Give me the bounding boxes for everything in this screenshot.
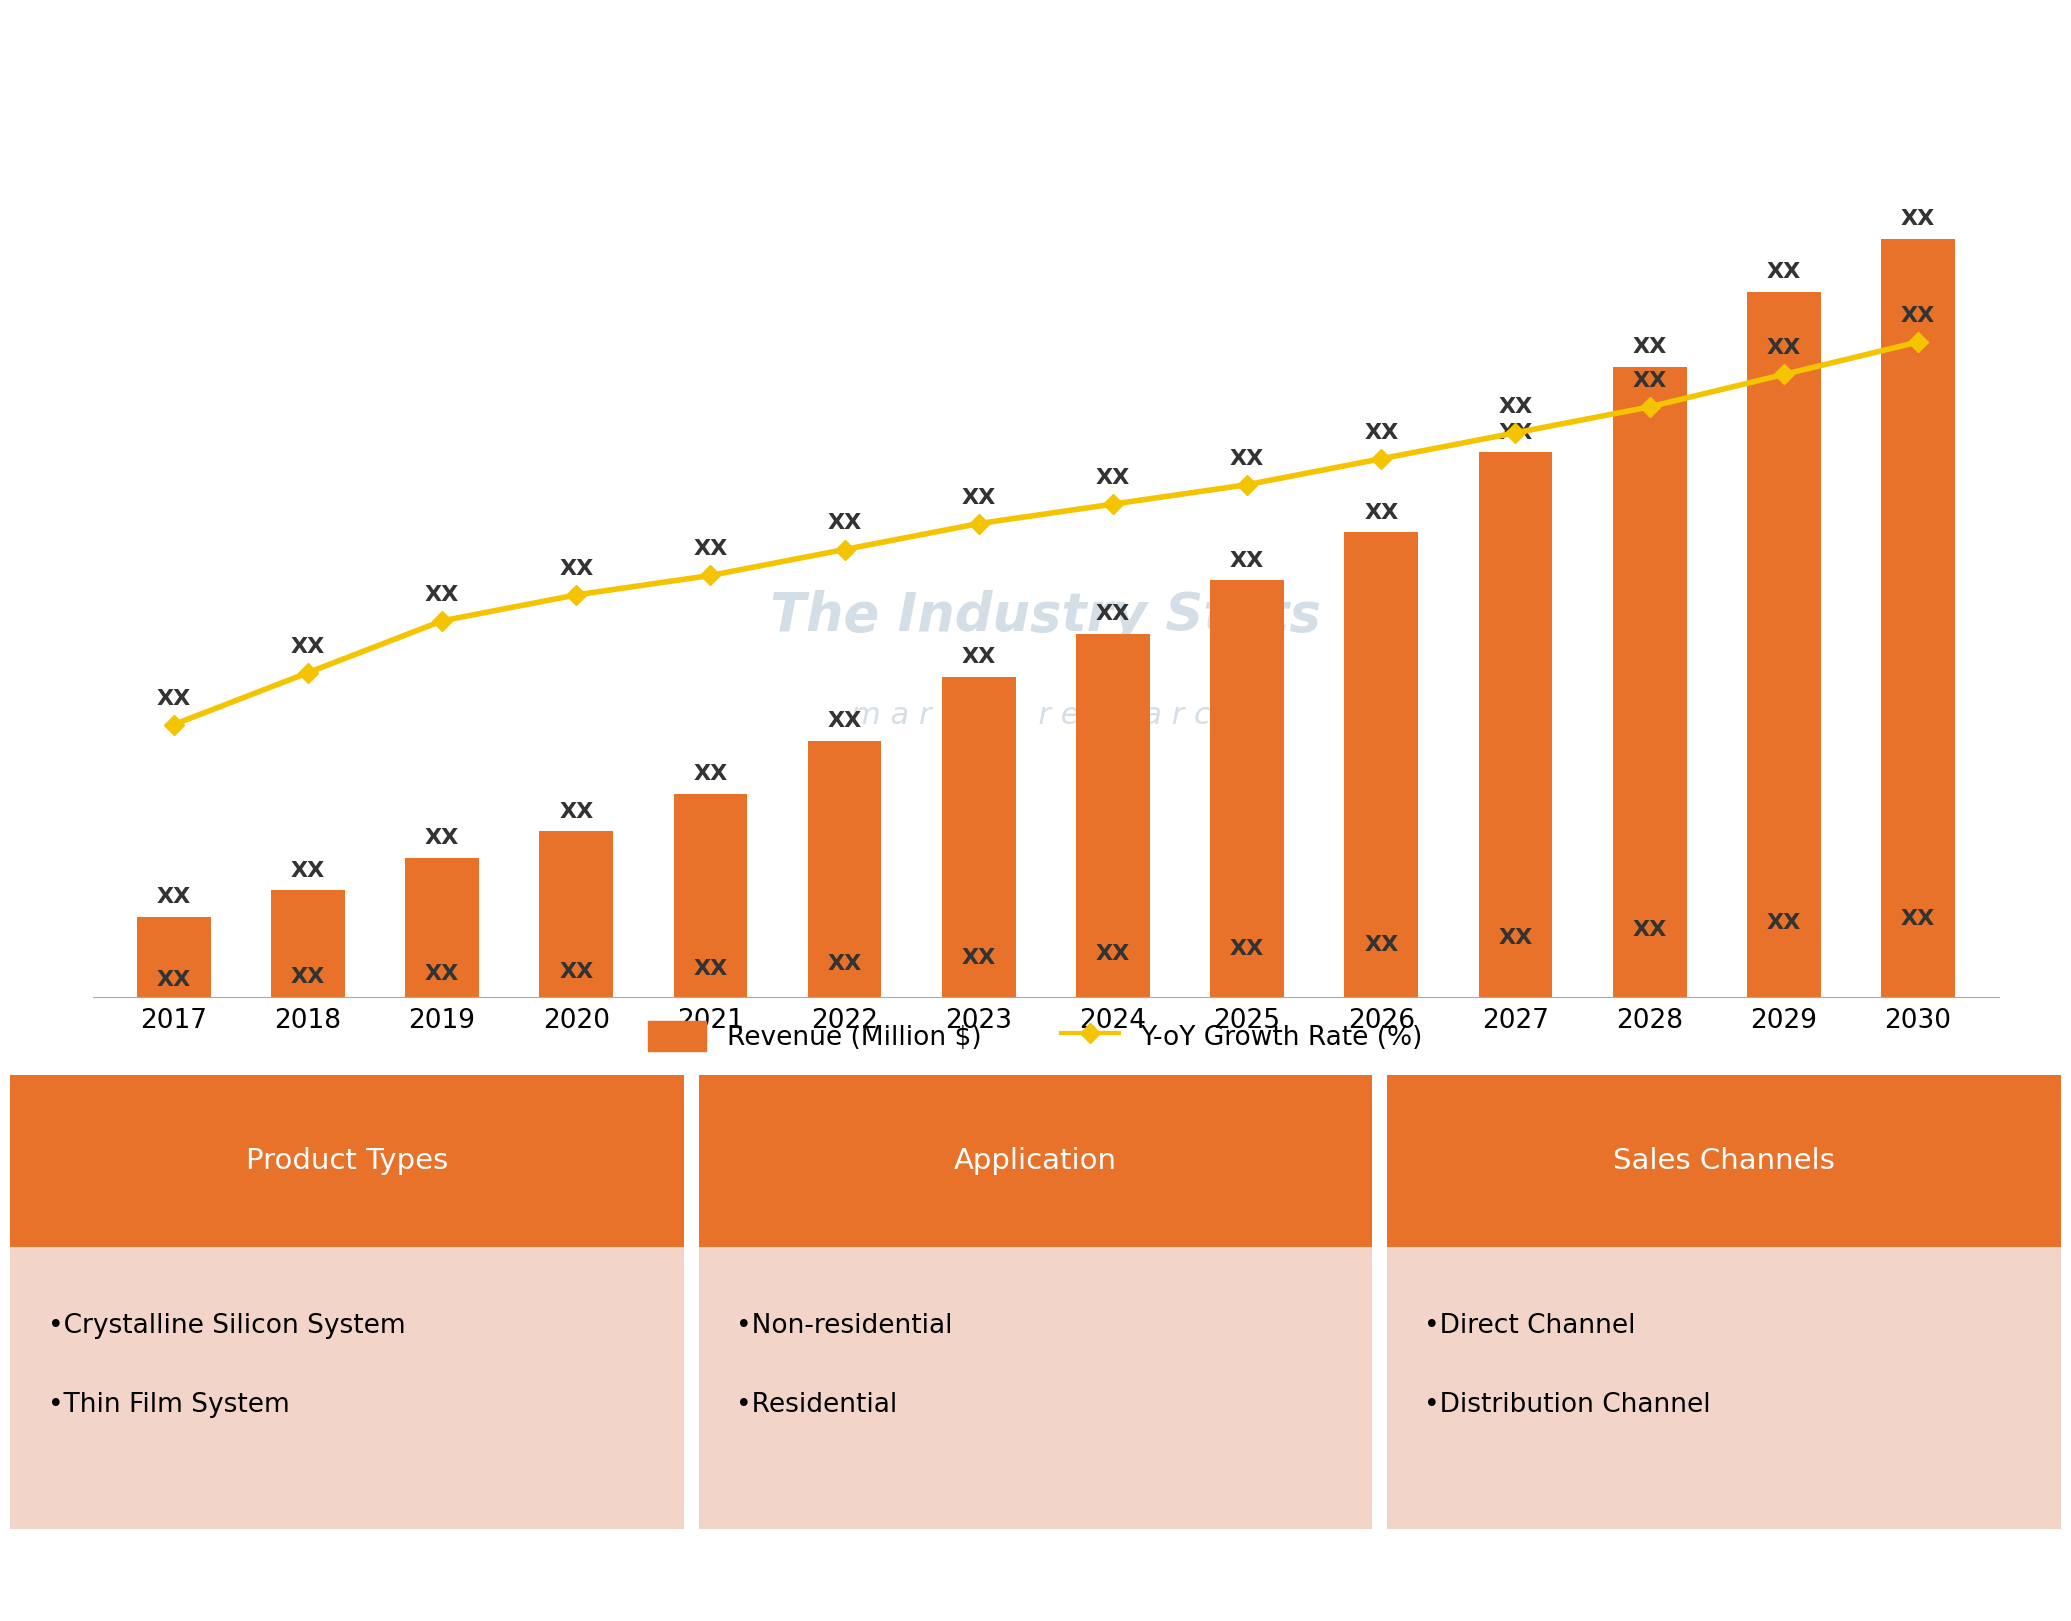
Text: XX: XX: [1767, 339, 1802, 358]
Bar: [1748, 292, 1820, 997]
Text: XX: XX: [425, 828, 460, 848]
Text: •Crystalline Silicon System: •Crystalline Silicon System: [48, 1313, 406, 1339]
Text: XX: XX: [1632, 337, 1667, 357]
Text: XX: XX: [1767, 263, 1802, 282]
Bar: [808, 741, 882, 997]
Bar: [1344, 532, 1419, 997]
Bar: [1880, 238, 1955, 997]
Text: XX: XX: [828, 514, 862, 533]
Text: XX: XX: [425, 964, 460, 984]
Bar: [1613, 366, 1686, 997]
Text: XX: XX: [694, 765, 727, 785]
Text: XX: XX: [157, 887, 191, 908]
Text: m a r k e t   r e s e a r c h: m a r k e t r e s e a r c h: [851, 700, 1241, 729]
Text: XX: XX: [1096, 945, 1131, 964]
Text: •Residential: •Residential: [735, 1392, 897, 1418]
Text: XX: XX: [694, 958, 727, 979]
Bar: [673, 794, 748, 997]
Text: The Industry Stats: The Industry Stats: [770, 590, 1321, 642]
Text: XX: XX: [1365, 935, 1398, 955]
Text: Sales Channels: Sales Channels: [1613, 1148, 1835, 1175]
Text: XX: XX: [828, 953, 862, 974]
Bar: [10, 1075, 683, 1247]
Text: Email: sales@theindustrystats.com: Email: sales@theindustrystats.com: [801, 1568, 1270, 1590]
Text: •Distribution Channel: •Distribution Channel: [1425, 1392, 1711, 1418]
Text: XX: XX: [290, 968, 325, 987]
Text: XX: XX: [157, 689, 191, 708]
Text: XX: XX: [559, 559, 594, 579]
Text: XX: XX: [425, 585, 460, 605]
Bar: [698, 1075, 1373, 1247]
Bar: [1209, 580, 1284, 997]
Text: XX: XX: [1901, 306, 1934, 326]
Text: XX: XX: [559, 802, 594, 822]
Bar: [1388, 1247, 2061, 1529]
Text: Application: Application: [955, 1148, 1116, 1175]
Text: XX: XX: [290, 637, 325, 657]
Text: XX: XX: [1230, 449, 1263, 468]
Text: •Thin Film System: •Thin Film System: [48, 1392, 290, 1418]
Text: XX: XX: [1230, 940, 1263, 960]
Text: XX: XX: [290, 861, 325, 880]
Text: XX: XX: [1096, 605, 1131, 624]
Text: Fig. Global Solar PV Ground Mounting Equipments Market Status and Outlook: Fig. Global Solar PV Ground Mounting Equ…: [27, 29, 1433, 60]
Text: XX: XX: [1096, 468, 1131, 488]
Text: XX: XX: [1497, 927, 1533, 948]
Text: •Direct Channel: •Direct Channel: [1425, 1313, 1636, 1339]
Text: XX: XX: [1901, 209, 1934, 229]
Text: XX: XX: [1365, 423, 1398, 443]
Text: XX: XX: [1632, 371, 1667, 391]
Bar: [137, 917, 211, 997]
Text: XX: XX: [1230, 551, 1263, 571]
Text: XX: XX: [1632, 921, 1667, 940]
Text: XX: XX: [961, 647, 996, 666]
Bar: [1388, 1075, 2061, 1247]
Bar: [1077, 634, 1149, 997]
Text: XX: XX: [961, 948, 996, 968]
Text: XX: XX: [1901, 909, 1934, 929]
Text: Product Types: Product Types: [246, 1148, 447, 1175]
Text: XX: XX: [1767, 914, 1802, 934]
Text: XX: XX: [694, 540, 727, 559]
Text: XX: XX: [961, 488, 996, 507]
Bar: [10, 1247, 683, 1529]
Text: XX: XX: [1365, 503, 1398, 522]
Bar: [698, 1247, 1373, 1529]
Bar: [538, 832, 613, 997]
Text: Source: Theindustrystats Analysis: Source: Theindustrystats Analysis: [25, 1568, 480, 1590]
Text: XX: XX: [1497, 397, 1533, 417]
Text: XX: XX: [828, 712, 862, 731]
Text: XX: XX: [1497, 423, 1533, 443]
Bar: [1479, 452, 1553, 997]
Text: XX: XX: [157, 969, 191, 990]
Text: XX: XX: [559, 961, 594, 982]
Bar: [406, 858, 478, 997]
Legend: Revenue (Million $), Y-oY Growth Rate (%): Revenue (Million $), Y-oY Growth Rate (%…: [636, 1007, 1435, 1065]
Bar: [271, 890, 344, 997]
Bar: [942, 676, 1015, 997]
Text: •Non-residential: •Non-residential: [735, 1313, 953, 1339]
Text: Website: www.theindustrystats.com: Website: www.theindustrystats.com: [1562, 1568, 2046, 1590]
